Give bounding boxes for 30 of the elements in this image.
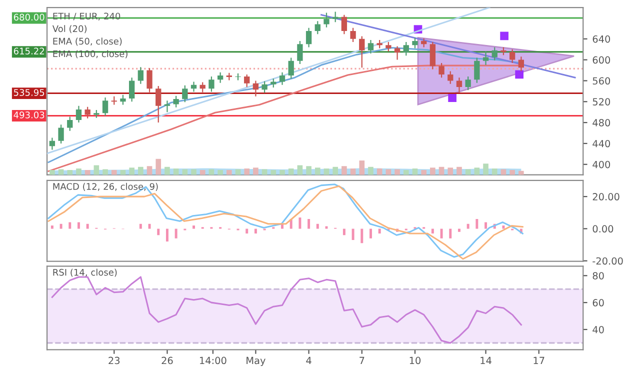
y-tick-label: 80 (592, 272, 604, 280)
x-tick-label: 23 (108, 356, 120, 364)
y-tick-label: -20.00 (592, 257, 623, 265)
x-tick-label: 7 (360, 356, 364, 364)
y-tick-label: 60 (592, 299, 604, 306)
y-tick-label: 20.00 (592, 193, 620, 200)
ref-line-label: 535.95 (14, 89, 44, 96)
y-tick-label: 40 (592, 326, 604, 334)
x-tick-label: 14:00 (200, 356, 226, 364)
x-tick-label: 17 (534, 356, 544, 364)
x-tick-label: 14 (480, 356, 492, 364)
x-tick-label: May (246, 356, 266, 366)
y-tick-label: 600 (592, 56, 610, 64)
y-tick-label: 0.00 (592, 225, 614, 233)
y-tick-label: 520 (592, 98, 610, 106)
y-tick-label: 440 (592, 140, 610, 148)
chart-title: RSI (14, close) (53, 268, 117, 277)
y-tick-label: 640 (592, 35, 610, 43)
x-tick-label: 26 (162, 356, 173, 364)
y-tick-label: 400 (592, 160, 610, 168)
y-tick-label: 560 (592, 77, 610, 85)
chart-title: MACD (12, 26, close, 9) (53, 182, 158, 191)
ref-line-label: 615.22 (14, 48, 44, 54)
chart-title: Vol (20) (52, 25, 87, 34)
x-tick-label: 10 (410, 356, 421, 364)
x-tick-label: 4 (306, 356, 312, 364)
annotation: EMA (50, close) (53, 38, 122, 46)
y-tick-label: 480 (592, 119, 610, 126)
ref-line-label: 680.00 (14, 14, 44, 21)
ref-line-label: 493.03 (14, 112, 44, 118)
